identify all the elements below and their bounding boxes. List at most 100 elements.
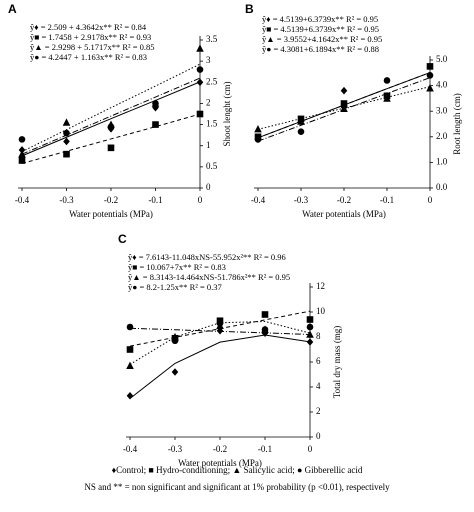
y-tick-label: 2 <box>316 406 321 416</box>
fit-line <box>129 327 311 335</box>
equation: ŷ▲ = 8.3143-14.464xNS-51.786x²** R² = 0.… <box>128 272 290 282</box>
point <box>216 319 224 327</box>
fit-line <box>129 334 311 399</box>
point <box>126 346 134 353</box>
point <box>426 72 434 79</box>
x-tick-label: -0.2 <box>337 195 351 205</box>
x-tick-label: -0.2 <box>104 195 118 205</box>
panel-label: B <box>245 2 254 16</box>
x-tick-label: -0.2 <box>213 444 227 454</box>
point <box>306 316 314 323</box>
x-tick-label: -0.1 <box>148 195 162 205</box>
point <box>63 129 70 137</box>
equation: ŷ● = 4.3081+6.1894x** R² = 0.88 <box>262 44 379 54</box>
panel-label: C <box>118 232 127 246</box>
y-tick-label: 4 <box>316 381 321 391</box>
x-tick-label: -0.4 <box>15 195 30 205</box>
fit-line <box>257 77 431 142</box>
x-tick-label: 0 <box>308 444 313 454</box>
x-tick-label: -0.3 <box>294 195 309 205</box>
fit-line <box>21 81 201 157</box>
point <box>18 146 26 154</box>
y-tick-label: 0.0 <box>436 182 448 192</box>
point <box>261 311 269 318</box>
point <box>196 66 204 73</box>
fit-line <box>21 77 201 155</box>
footnote: NS and ** = non significant and signific… <box>84 482 390 492</box>
x-tick-label: -0.4 <box>251 195 266 205</box>
point <box>306 323 314 331</box>
y-tick-label: 8 <box>316 331 321 341</box>
equation: ŷ■ = 10.067+7x** R² = 0.83 <box>128 262 226 272</box>
point <box>171 337 179 345</box>
y-tick-label: 3.5 <box>206 34 218 44</box>
point <box>306 338 314 346</box>
x-tick-label: -0.3 <box>59 195 74 205</box>
x-tick-label: -0.4 <box>123 444 138 454</box>
point <box>261 326 269 333</box>
point <box>340 102 348 110</box>
x-tick-label: -0.1 <box>380 195 394 205</box>
y-tick-label: 0.5 <box>206 161 218 171</box>
point <box>340 86 348 95</box>
equation: ŷ● = 4.2447 + 1.163x** R² = 0.83 <box>30 52 147 62</box>
y-tick-label: 0 <box>316 431 321 441</box>
equation: ŷ♦ = 4.5139+6.3739x** R² = 0.95 <box>262 14 378 24</box>
x-axis-title: Water potentials (MPa) <box>178 458 262 468</box>
y-tick-label: 3 <box>206 55 211 65</box>
equation: ŷ♦ = 7.6143-11.048xNS-55.952x²** R² = 0.… <box>128 252 286 262</box>
x-tick-label: -0.1 <box>258 444 272 454</box>
y-tick-label: 3.0 <box>436 105 448 115</box>
point <box>107 144 115 152</box>
equation: ŷ■ = 4.5139+6.3739x** R² = 0.95 <box>262 24 379 34</box>
equation: ŷ♦ = 2.509 + 4.3642x** R² = 0.84 <box>30 22 147 32</box>
x-tick-label: 0 <box>198 195 203 205</box>
y-axis-title: Shoot lenght (cm) <box>222 82 232 147</box>
y-tick-label: 2.0 <box>436 131 448 141</box>
y-tick-label: 10 <box>316 306 326 316</box>
point <box>196 78 204 87</box>
y-tick-label: 1 <box>206 140 211 150</box>
point <box>126 391 134 400</box>
equation: ŷ▲ = 3.9552+4.1642x** R² = 0.95 <box>262 34 382 44</box>
point <box>383 94 391 102</box>
point <box>126 361 134 370</box>
x-tick-label: -0.3 <box>168 444 183 454</box>
y-tick-label: 1.0 <box>436 156 448 166</box>
x-axis-title: Water potentials (MPa) <box>69 209 153 219</box>
y-axis-title: Root length (cm) <box>452 93 462 155</box>
point <box>297 128 305 135</box>
point <box>152 121 159 128</box>
y-tick-label: 5.0 <box>436 54 448 64</box>
x-tick-label: 0 <box>428 195 433 205</box>
point <box>254 125 262 133</box>
equation: ŷ■ = 1.7458 + 2.9178x** R² = 0.93 <box>30 32 151 42</box>
legend: ♦Control; ■ Hydro-conditioning; ▲ Salicy… <box>112 465 363 475</box>
point <box>126 323 134 331</box>
panel-label: A <box>8 2 17 16</box>
y-tick-label: 2 <box>206 97 211 107</box>
fit-line <box>21 63 201 153</box>
point <box>196 44 204 52</box>
point <box>152 100 159 107</box>
point <box>18 136 26 143</box>
fit-line <box>129 320 311 365</box>
x-axis-title: Water potentials (MPa) <box>302 209 386 219</box>
point <box>196 110 204 118</box>
point <box>297 117 305 125</box>
point <box>18 157 26 164</box>
y-tick-label: 2.5 <box>206 76 218 86</box>
point <box>63 137 70 146</box>
point <box>107 123 115 130</box>
y-tick-label: 12 <box>316 281 325 291</box>
point <box>171 368 179 376</box>
y-tick-label: 1.5 <box>206 119 218 129</box>
equation: ŷ● = 8.2-1.25x** R² = 0.37 <box>128 282 222 292</box>
equation: ŷ▲ = 2.9298 + 5.1717x** R² = 0.85 <box>30 42 155 52</box>
point <box>254 136 262 143</box>
y-axis-title: Total dry mass (mg) <box>332 326 342 399</box>
y-tick-label: 0 <box>206 182 211 192</box>
y-tick-label: 4.0 <box>436 80 448 90</box>
point <box>63 150 70 158</box>
